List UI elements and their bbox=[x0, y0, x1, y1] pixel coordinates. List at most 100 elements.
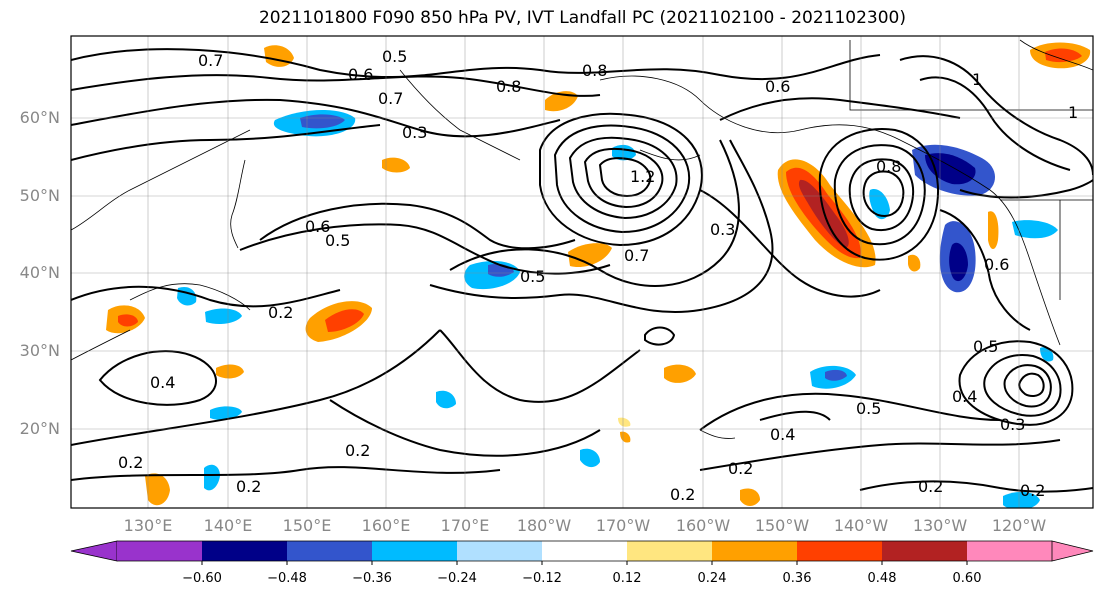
contour-label: 0.6 bbox=[348, 65, 373, 84]
positive-anomaly-patch bbox=[740, 488, 760, 506]
coastline bbox=[699, 429, 736, 439]
coastline bbox=[639, 149, 701, 161]
positive-anomaly-patch bbox=[618, 417, 631, 427]
contour-line bbox=[848, 158, 915, 231]
lon-label: 180°W bbox=[517, 516, 572, 535]
contour-line bbox=[429, 139, 774, 314]
negative-anomaly-patch bbox=[869, 189, 890, 220]
colorbar-tick-label: −0.36 bbox=[352, 571, 392, 586]
contour-line bbox=[71, 329, 441, 446]
map-frame bbox=[70, 35, 1094, 509]
contour-label: 0.2 bbox=[118, 453, 143, 472]
lon-label: 140°W bbox=[834, 516, 889, 535]
negative-anomaly-patch bbox=[204, 464, 220, 491]
contour-label: 0.5 bbox=[325, 231, 350, 250]
lon-label: 160°E bbox=[362, 516, 411, 535]
contour-line bbox=[71, 285, 341, 308]
contour-label: 0.4 bbox=[770, 425, 795, 444]
contour-line bbox=[98, 350, 217, 406]
contour-line bbox=[329, 399, 601, 457]
contour-label: 0.8 bbox=[496, 77, 521, 96]
colorbar-segment bbox=[882, 541, 967, 561]
colorbar-tick-label: −0.60 bbox=[182, 571, 222, 586]
contour-label: 1.2 bbox=[630, 167, 655, 186]
positive-anomaly-patch bbox=[568, 243, 612, 268]
positive-anomaly-patch bbox=[988, 211, 999, 249]
contour-line bbox=[259, 202, 576, 250]
colorbar-segment bbox=[712, 541, 797, 561]
contour-label: 0.5 bbox=[382, 47, 407, 66]
lat-label: 20°N bbox=[20, 419, 60, 438]
lon-axis: 130°E 140°E 150°E 160°E 170°E 180°W 170°… bbox=[124, 516, 1047, 535]
contour-line bbox=[859, 480, 1093, 493]
positive-anomaly-patch bbox=[664, 364, 696, 383]
negative-anomaly-patch bbox=[825, 369, 847, 381]
contour-label: 0.2 bbox=[670, 485, 695, 504]
colorbar-segment bbox=[117, 541, 202, 561]
contour-line bbox=[759, 410, 831, 421]
contour-line bbox=[644, 326, 676, 346]
contour-line bbox=[699, 189, 881, 298]
contour-line bbox=[598, 157, 652, 198]
contour-line bbox=[983, 354, 1062, 417]
contour-label: 1 bbox=[1068, 103, 1078, 122]
contour-label: 0.5 bbox=[856, 399, 881, 418]
lon-label: 170°W bbox=[596, 516, 651, 535]
contour-label: 0.6 bbox=[765, 77, 790, 96]
contour-label: 0.5 bbox=[520, 267, 545, 286]
lon-label: 130°W bbox=[913, 516, 968, 535]
positive-anomaly-patch bbox=[216, 364, 244, 379]
positive-anomaly-patch bbox=[325, 309, 364, 332]
coastline bbox=[71, 329, 131, 361]
coastline bbox=[1019, 39, 1093, 71]
colorbar-segment bbox=[287, 541, 372, 561]
negative-anomaly-patch bbox=[210, 406, 242, 420]
lat-label: 30°N bbox=[20, 341, 60, 360]
colorbar: −0.60 −0.48 −0.36 −0.24 −0.12 0.12 0.24 … bbox=[70, 540, 1094, 586]
contour-line bbox=[71, 124, 381, 161]
gridlines bbox=[71, 36, 1093, 508]
lat-label: 40°N bbox=[20, 263, 60, 282]
colorbar-segment bbox=[457, 541, 542, 561]
lat-label: 50°N bbox=[20, 186, 60, 205]
colorbar-segment bbox=[627, 541, 712, 561]
lon-label: 160°W bbox=[676, 516, 731, 535]
colorbar-segment bbox=[542, 541, 627, 561]
coastline-layer bbox=[71, 39, 1093, 439]
contour-line bbox=[1003, 364, 1052, 408]
negative-anomaly-patch bbox=[205, 308, 242, 324]
contour-label: 0.8 bbox=[582, 61, 607, 80]
contour-label: 0.4 bbox=[150, 373, 175, 392]
colorbar-tick-label: −0.12 bbox=[522, 571, 562, 586]
coastline bbox=[230, 159, 246, 249]
contour-line bbox=[699, 439, 1061, 471]
contour-label: 0.2 bbox=[236, 477, 261, 496]
contour-label: 0.4 bbox=[952, 387, 977, 406]
contour-label: 0.7 bbox=[198, 51, 223, 70]
colorbar-tick-label: −0.24 bbox=[437, 571, 477, 586]
colorbar-segment bbox=[202, 541, 287, 561]
negative-anomaly-patch bbox=[436, 390, 456, 409]
contour-label: 0.6 bbox=[984, 255, 1009, 274]
contour-line bbox=[958, 340, 1074, 426]
contour-line bbox=[939, 209, 1031, 331]
coastline bbox=[849, 40, 1093, 111]
contour-line bbox=[719, 97, 961, 121]
coastline bbox=[599, 75, 1061, 346]
lon-label: 170°E bbox=[441, 516, 490, 535]
colorbar-extend-left bbox=[70, 540, 118, 562]
contour-label: 0.6 bbox=[305, 217, 330, 236]
colorbar-segment bbox=[797, 541, 882, 561]
positive-anomaly-patch bbox=[382, 157, 410, 173]
contour-line bbox=[862, 170, 905, 217]
contour-line bbox=[1018, 372, 1045, 398]
colorbar-tick-label: 0.48 bbox=[868, 571, 897, 586]
contour-label: 0.2 bbox=[918, 477, 943, 496]
negative-anomaly-patch bbox=[580, 448, 600, 468]
contour-label: 0.3 bbox=[402, 123, 427, 142]
lon-label: 150°W bbox=[755, 516, 810, 535]
contour-line bbox=[439, 329, 641, 403]
lon-label: 150°E bbox=[283, 516, 332, 535]
lat-label: 60°N bbox=[20, 108, 60, 127]
